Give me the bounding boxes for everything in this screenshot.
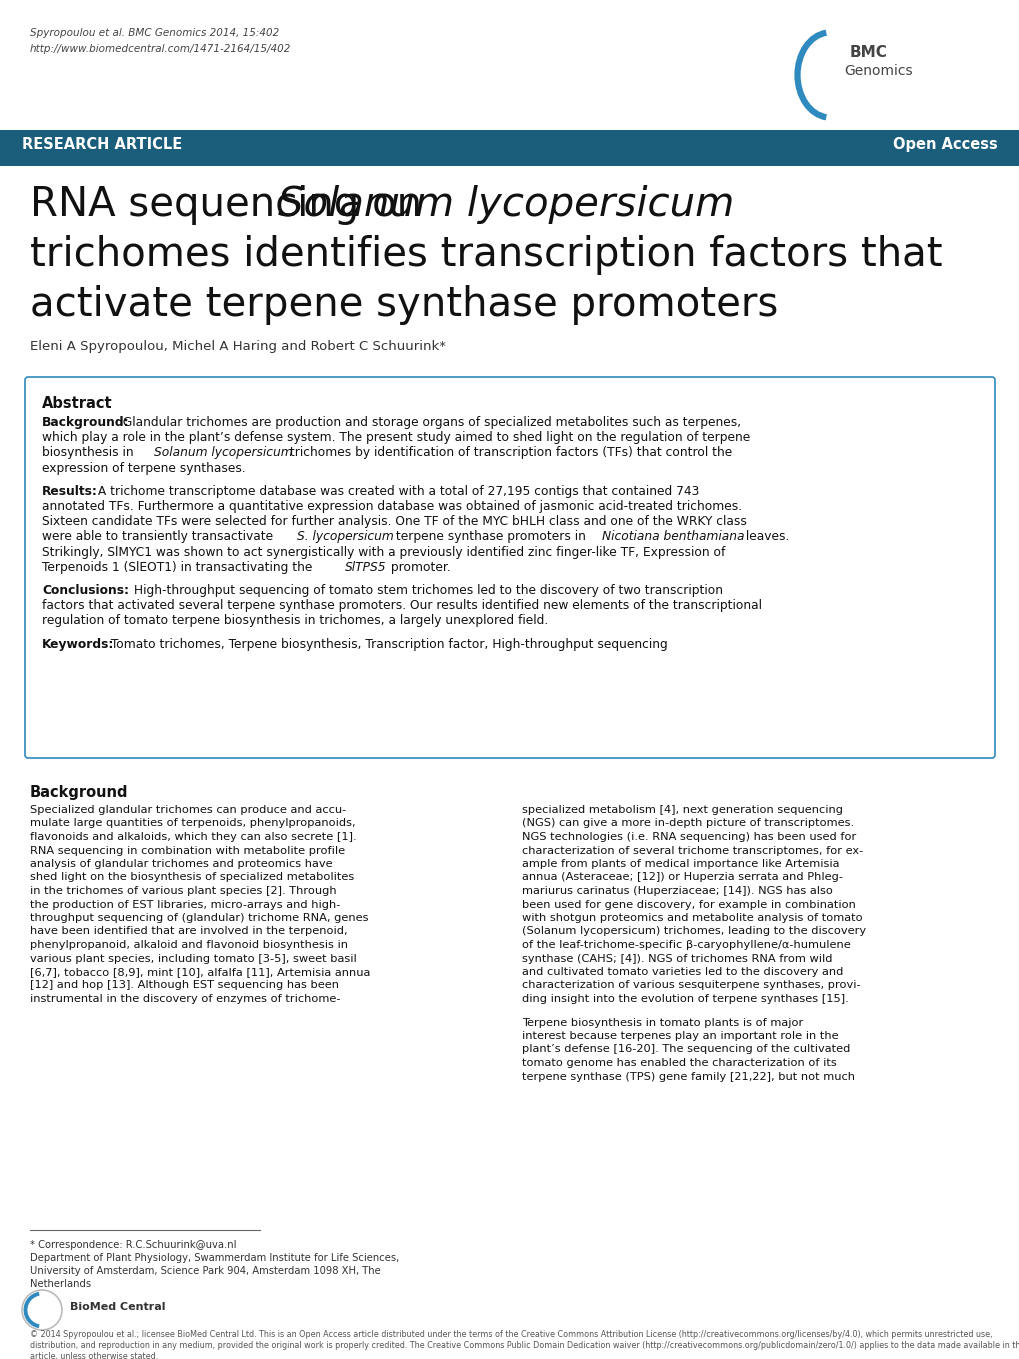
Text: (NGS) can give a more in-depth picture of transcriptomes.: (NGS) can give a more in-depth picture o… [522,818,853,829]
Text: trichomes by identification of transcription factors (TFs) that control the: trichomes by identification of transcrip… [285,446,732,459]
Text: Keywords:: Keywords: [42,637,114,651]
Text: regulation of tomato terpene biosynthesis in trichomes, a largely unexplored fie: regulation of tomato terpene biosynthesi… [42,614,548,628]
Text: and cultivated tomato varieties led to the discovery and: and cultivated tomato varieties led to t… [522,968,843,977]
Text: activate terpene synthase promoters: activate terpene synthase promoters [30,285,777,325]
Text: of the leaf-trichome-specific β-caryophyllene/α-humulene: of the leaf-trichome-specific β-caryophy… [522,940,850,950]
Text: plant’s defense [16-20]. The sequencing of the cultivated: plant’s defense [16-20]. The sequencing … [522,1045,850,1055]
Text: RNA sequencing on: RNA sequencing on [30,185,434,226]
Text: have been identified that are involved in the terpenoid,: have been identified that are involved i… [30,927,347,936]
Circle shape [22,1290,62,1330]
Text: in the trichomes of various plant species [2]. Through: in the trichomes of various plant specie… [30,886,336,896]
Text: [6,7], tobacco [8,9], mint [10], alfalfa [11], Artemisia annua: [6,7], tobacco [8,9], mint [10], alfalfa… [30,968,370,977]
Text: * Correspondence: R.C.Schuurink@uva.nl: * Correspondence: R.C.Schuurink@uva.nl [30,1239,236,1250]
Text: terpene synthase promoters in: terpene synthase promoters in [391,530,589,544]
Text: mulate large quantities of terpenoids, phenylpropanoids,: mulate large quantities of terpenoids, p… [30,818,356,829]
Text: article, unless otherwise stated.: article, unless otherwise stated. [30,1352,158,1359]
Text: http://www.biomedcentral.com/1471-2164/15/402: http://www.biomedcentral.com/1471-2164/1… [30,43,291,54]
Text: Terpenoids 1 (SlEOT1) in transactivating the: Terpenoids 1 (SlEOT1) in transactivating… [42,561,316,573]
Text: (Solanum lycopersicum) trichomes, leading to the discovery: (Solanum lycopersicum) trichomes, leadin… [522,927,865,936]
Text: various plant species, including tomato [3-5], sweet basil: various plant species, including tomato … [30,954,357,964]
Text: [12] and hop [13]. Although EST sequencing has been: [12] and hop [13]. Although EST sequenci… [30,980,338,991]
Text: University of Amsterdam, Science Park 904, Amsterdam 1098 XH, The: University of Amsterdam, Science Park 90… [30,1267,380,1276]
Text: Department of Plant Physiology, Swammerdam Institute for Life Sciences,: Department of Plant Physiology, Swammerd… [30,1253,398,1263]
Text: Tomato trichomes, Terpene biosynthesis, Transcription factor, High-throughput se: Tomato trichomes, Terpene biosynthesis, … [107,637,667,651]
Text: Conclusions:: Conclusions: [42,584,128,597]
Text: Genomics: Genomics [843,64,912,77]
Text: which play a role in the plant’s defense system. The present study aimed to shed: which play a role in the plant’s defense… [42,431,750,444]
Text: specialized metabolism [4], next generation sequencing: specialized metabolism [4], next generat… [522,805,842,815]
Text: distribution, and reproduction in any medium, provided the original work is prop: distribution, and reproduction in any me… [30,1341,1019,1349]
Text: Eleni A Spyropoulou, Michel A Haring and Robert C Schuurink*: Eleni A Spyropoulou, Michel A Haring and… [30,340,445,353]
Text: Netherlands: Netherlands [30,1279,91,1288]
Text: Specialized glandular trichomes can produce and accu-: Specialized glandular trichomes can prod… [30,805,345,815]
Text: A trichome transcriptome database was created with a total of 27,195 contigs tha: A trichome transcriptome database was cr… [94,485,699,497]
Text: were able to transiently transactivate: were able to transiently transactivate [42,530,277,544]
Text: High-throughput sequencing of tomato stem trichomes led to the discovery of two : High-throughput sequencing of tomato ste… [129,584,722,597]
Text: RESEARCH ARTICLE: RESEARCH ARTICLE [22,137,182,152]
Text: analysis of glandular trichomes and proteomics have: analysis of glandular trichomes and prot… [30,859,332,868]
Text: BioMed Central: BioMed Central [70,1302,165,1311]
Text: with shotgun proteomics and metabolite analysis of tomato: with shotgun proteomics and metabolite a… [522,913,862,923]
Text: RNA sequencing in combination with metabolite profile: RNA sequencing in combination with metab… [30,845,344,856]
Bar [0,130,1019,166]
Text: tomato genome has enabled the characterization of its: tomato genome has enabled the characteri… [522,1059,836,1068]
FancyBboxPatch shape [25,376,994,758]
Text: Spyropoulou et al. BMC Genomics 2014, 15:402: Spyropoulou et al. BMC Genomics 2014, 15… [30,29,279,38]
Text: factors that activated several terpene synthase promoters. Our results identifie: factors that activated several terpene s… [42,599,761,612]
Text: Background: Background [30,786,128,800]
Text: been used for gene discovery, for example in combination: been used for gene discovery, for exampl… [522,900,855,909]
Text: Abstract: Abstract [42,395,112,410]
Text: Strikingly, SlMYC1 was shown to act synergistically with a previously identified: Strikingly, SlMYC1 was shown to act syne… [42,545,725,559]
Text: synthase (CAHS; [4]). NGS of trichomes RNA from wild: synthase (CAHS; [4]). NGS of trichomes R… [522,954,832,964]
Text: expression of terpene synthases.: expression of terpene synthases. [42,462,246,474]
Text: SlTPS5: SlTPS5 [344,561,386,573]
Text: throughput sequencing of (glandular) trichome RNA, genes: throughput sequencing of (glandular) tri… [30,913,368,923]
Text: Background:: Background: [42,416,129,429]
Text: Terpene biosynthesis in tomato plants is of major: Terpene biosynthesis in tomato plants is… [522,1018,803,1027]
Text: trichomes identifies transcription factors that: trichomes identifies transcription facto… [30,235,942,275]
Text: promoter.: promoter. [386,561,450,573]
Text: annua (Asteraceae; [12]) or Huperzia serrata and Phleg-: annua (Asteraceae; [12]) or Huperzia ser… [522,872,842,882]
Text: S. lycopersicum: S. lycopersicum [297,530,393,544]
Text: © 2014 Spyropoulou et al.; licensee BioMed Central Ltd. This is an Open Access a: © 2014 Spyropoulou et al.; licensee BioM… [30,1330,991,1339]
Text: Solanum lycopersicum: Solanum lycopersicum [278,185,734,224]
Text: mariurus carinatus (Huperziaceae; [14]). NGS has also: mariurus carinatus (Huperziaceae; [14]).… [522,886,833,896]
Text: flavonoids and alkaloids, which they can also secrete [1].: flavonoids and alkaloids, which they can… [30,832,357,843]
Text: Glandular trichomes are production and storage organs of specialized metabolites: Glandular trichomes are production and s… [119,416,741,429]
Text: instrumental in the discovery of enzymes of trichome-: instrumental in the discovery of enzymes… [30,993,340,1004]
Text: leaves.: leaves. [741,530,789,544]
Text: BMC: BMC [849,45,887,60]
Text: Sixteen candidate TFs were selected for further analysis. One TF of the MYC bHLH: Sixteen candidate TFs were selected for … [42,515,746,529]
Text: terpene synthase (TPS) gene family [21,22], but not much: terpene synthase (TPS) gene family [21,2… [522,1071,854,1082]
Text: Solanum lycopersicum: Solanum lycopersicum [154,446,292,459]
Text: shed light on the biosynthesis of specialized metabolites: shed light on the biosynthesis of specia… [30,872,354,882]
Text: Open Access: Open Access [893,137,997,152]
Text: interest because terpenes play an important role in the: interest because terpenes play an import… [522,1031,838,1041]
Text: annotated TFs. Furthermore a quantitative expression database was obtained of ja: annotated TFs. Furthermore a quantitativ… [42,500,742,512]
Text: characterization of several trichome transcriptomes, for ex-: characterization of several trichome tra… [522,845,862,856]
Text: ample from plants of medical importance like Artemisia: ample from plants of medical importance … [522,859,839,868]
Text: Results:: Results: [42,485,98,497]
Text: Nicotiana benthamiana: Nicotiana benthamiana [601,530,744,544]
Text: characterization of various sesquiterpene synthases, provi-: characterization of various sesquiterpen… [522,980,860,991]
Text: NGS technologies (i.e. RNA sequencing) has been used for: NGS technologies (i.e. RNA sequencing) h… [522,832,855,843]
Text: the production of EST libraries, micro-arrays and high-: the production of EST libraries, micro-a… [30,900,340,909]
Text: phenylpropanoid, alkaloid and flavonoid biosynthesis in: phenylpropanoid, alkaloid and flavonoid … [30,940,347,950]
Text: biosynthesis in: biosynthesis in [42,446,138,459]
Text: ding insight into the evolution of terpene synthases [15].: ding insight into the evolution of terpe… [522,993,848,1004]
